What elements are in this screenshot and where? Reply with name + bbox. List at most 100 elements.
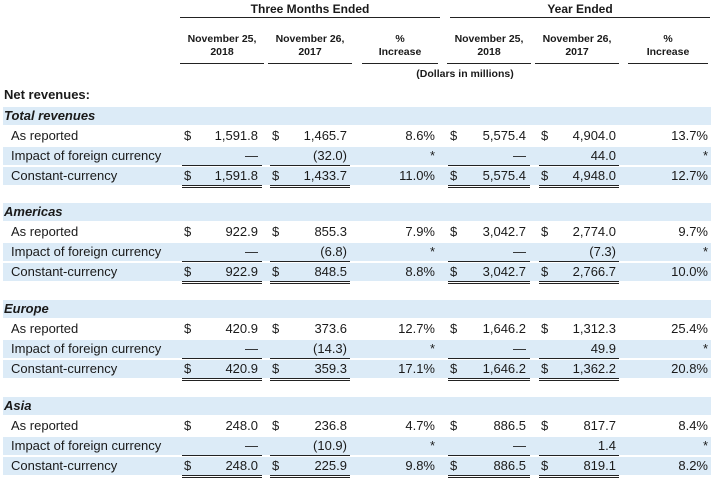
cell-v3: 3,042.7 (482, 224, 526, 239)
cell-p2: 8.2% (678, 458, 708, 473)
cell-p1: 11.0% (399, 168, 435, 183)
cell-d3: $ (450, 264, 458, 279)
subtotal-rule (448, 358, 530, 359)
cell-p2: * (702, 244, 708, 259)
cell-v2: (14.3) (313, 341, 347, 356)
cell-d2: $ (272, 361, 280, 376)
section-band (3, 107, 711, 125)
subtotal-rule (539, 165, 619, 166)
total-double-rule (448, 281, 530, 284)
cell-d4: $ (541, 264, 549, 279)
cell-d1: $ (184, 418, 192, 433)
row-label: Impact of foreign currency (11, 148, 162, 163)
col-rule-2 (268, 63, 352, 64)
cell-v1: 922.9 (225, 264, 258, 279)
cell-d2: $ (272, 458, 280, 473)
cell-v2: 1,433.7 (303, 168, 347, 183)
cell-p1: 7.9% (405, 224, 435, 239)
cell-v3: 886.5 (493, 418, 526, 433)
subtotal-rule (270, 165, 350, 166)
row-label: Constant-currency (11, 168, 118, 183)
cell-v2: 236.8 (314, 418, 347, 433)
cell-p1: 4.7% (405, 418, 435, 433)
cell-v3: 5,575.4 (482, 128, 526, 143)
cell-p2: 12.7% (671, 168, 708, 183)
section-title: Europe (4, 301, 49, 316)
header-three-months: Three Months Ended (250, 2, 370, 16)
total-double-rule (448, 185, 530, 188)
cell-v1: — (245, 244, 258, 259)
subtotal-rule (182, 165, 262, 166)
subtotal-rule (539, 261, 619, 262)
cell-p2: 20.8% (671, 361, 708, 376)
cell-d1: $ (184, 128, 192, 143)
total-double-rule (182, 378, 262, 381)
cell-p1: * (429, 341, 435, 356)
cell-d2: $ (272, 321, 280, 336)
cell-d3: $ (450, 224, 458, 239)
total-double-rule (539, 475, 619, 478)
total-double-rule (270, 475, 350, 478)
subtotal-rule (270, 358, 350, 359)
row-band (3, 457, 711, 475)
section-band (3, 397, 711, 415)
row-band (3, 147, 711, 165)
section-band (3, 203, 711, 221)
cell-d3: $ (450, 361, 458, 376)
cell-v4: 49.9 (590, 341, 616, 356)
subtotal-rule (539, 358, 619, 359)
subtotal-rule (270, 261, 350, 262)
col-header-5: November 26, 2017 (542, 33, 612, 58)
row-label: As reported (11, 321, 79, 336)
col-rule-5 (535, 63, 619, 64)
row-band (3, 360, 711, 378)
cell-d1: $ (184, 321, 192, 336)
cell-d4: $ (541, 458, 549, 473)
col-header-3: % Increase (378, 33, 422, 58)
total-double-rule (270, 185, 350, 188)
cell-v4: 1,312.3 (572, 321, 616, 336)
total-double-rule (182, 475, 262, 478)
cell-v1: — (245, 148, 258, 163)
cell-v2: 855.3 (314, 224, 347, 239)
cell-v4: 44.0 (590, 148, 616, 163)
cell-v4: 4,948.0 (572, 168, 616, 183)
section-title: Total revenues (4, 108, 96, 123)
cell-v4: 817.7 (583, 418, 616, 433)
col-header-2: November 26, 2017 (275, 33, 345, 58)
cell-p1: 8.6% (405, 128, 435, 143)
cell-v1: — (245, 341, 258, 356)
cell-v3: 1,646.2 (482, 361, 526, 376)
subtotal-rule (270, 455, 350, 456)
cell-d4: $ (541, 224, 549, 239)
cell-d3: $ (450, 418, 458, 433)
row-band (3, 243, 711, 261)
section-band (3, 300, 711, 318)
cell-d2: $ (272, 168, 280, 183)
cell-p1: 17.1% (398, 361, 435, 376)
subtotal-rule (448, 455, 530, 456)
col-header-1: November 25, 2018 (187, 33, 257, 58)
cell-d1: $ (184, 224, 192, 239)
cell-v3: — (513, 341, 526, 356)
total-double-rule (448, 378, 530, 381)
header-rule-year-ended (450, 17, 710, 18)
subtotal-rule (182, 261, 262, 262)
row-label: Impact of foreign currency (11, 244, 162, 259)
total-double-rule (182, 185, 262, 188)
subtotal-rule (539, 455, 619, 456)
col-header-4: November 25, 2018 (454, 33, 524, 58)
cell-v2: 225.9 (314, 458, 347, 473)
cell-d2: $ (272, 224, 280, 239)
row-label: As reported (11, 224, 79, 239)
cell-v3: 5,575.4 (482, 168, 526, 183)
cell-v3: — (513, 438, 526, 453)
cell-d4: $ (541, 168, 549, 183)
row-band (3, 340, 711, 358)
table-title: Net revenues: (4, 87, 90, 102)
cell-d3: $ (450, 458, 458, 473)
total-double-rule (539, 185, 619, 188)
subtotal-rule (448, 165, 530, 166)
cell-v4: 2,774.0 (572, 224, 616, 239)
row-label: As reported (11, 418, 79, 433)
